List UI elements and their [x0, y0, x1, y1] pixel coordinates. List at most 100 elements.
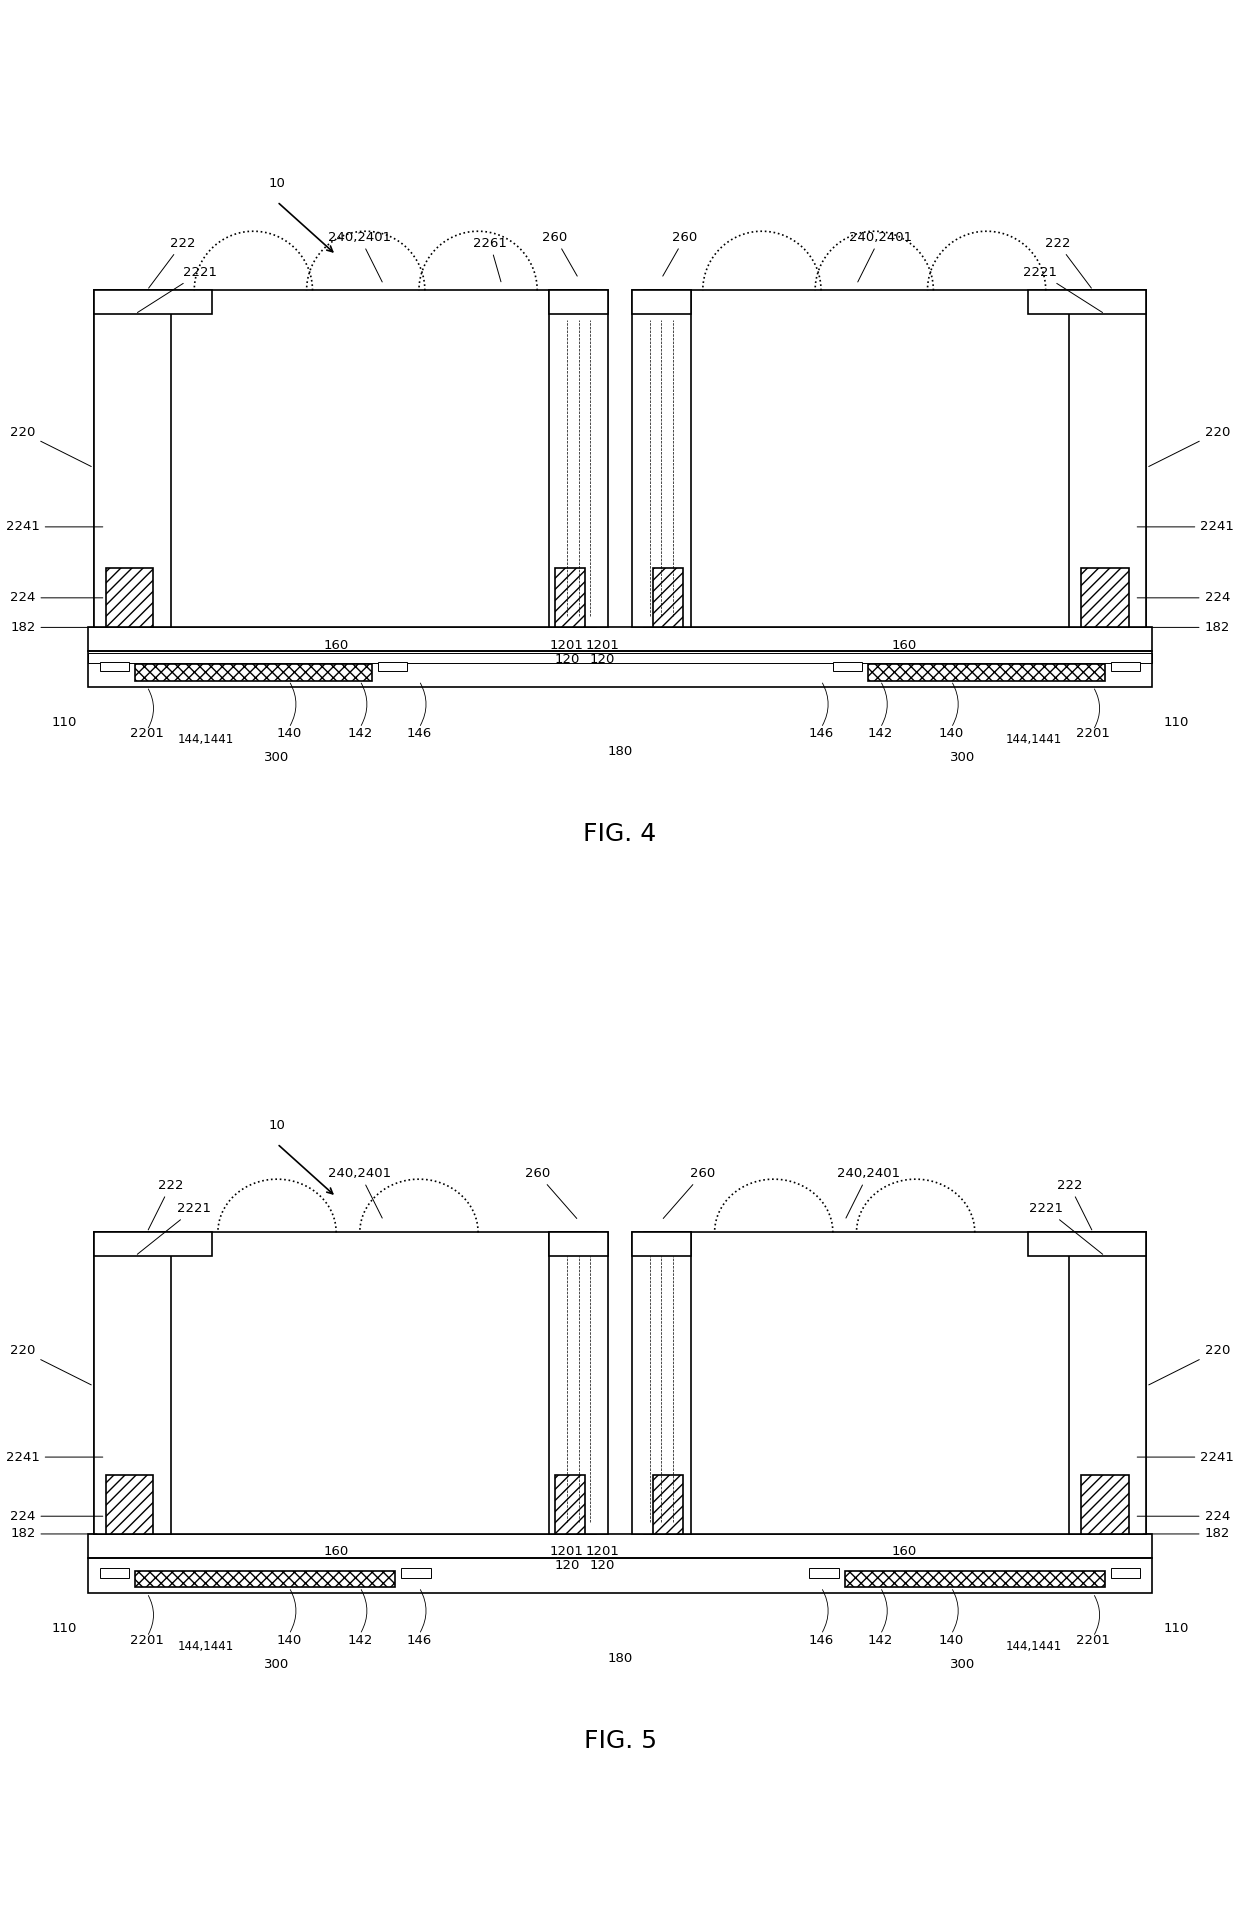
Text: 2221: 2221: [1029, 1201, 1102, 1255]
Text: 160: 160: [892, 639, 916, 652]
Bar: [650, 319, 1069, 616]
Text: 2201: 2201: [130, 727, 164, 740]
Text: 142: 142: [347, 1634, 372, 1647]
Text: 110: 110: [52, 715, 77, 729]
Bar: [88, 650, 1152, 687]
Text: 222: 222: [149, 1178, 184, 1230]
Text: 120: 120: [554, 652, 579, 666]
Text: 140: 140: [277, 1634, 301, 1647]
Bar: [549, 291, 608, 314]
Text: 220: 220: [1148, 427, 1230, 467]
Text: 2221: 2221: [138, 1201, 211, 1255]
Text: 222: 222: [1056, 1178, 1091, 1230]
Text: 144,1441: 144,1441: [179, 1639, 234, 1653]
Text: 240,2401: 240,2401: [848, 231, 911, 281]
Text: 2201: 2201: [1076, 1634, 1110, 1647]
Text: 260: 260: [542, 231, 578, 275]
Text: 182: 182: [1143, 622, 1230, 633]
Bar: [1111, 662, 1141, 671]
Text: 2261: 2261: [472, 237, 507, 281]
Bar: [1081, 1475, 1128, 1534]
Bar: [171, 1249, 526, 1523]
Bar: [868, 664, 1105, 681]
Bar: [1069, 1232, 1146, 1534]
Bar: [402, 1569, 430, 1578]
Bar: [1069, 291, 1146, 627]
Bar: [632, 291, 691, 627]
Bar: [632, 291, 691, 314]
Bar: [714, 1249, 1069, 1523]
Text: 110: 110: [1163, 715, 1188, 729]
Bar: [810, 1569, 838, 1578]
Text: 120: 120: [589, 1559, 615, 1572]
Bar: [833, 662, 863, 671]
Bar: [94, 1232, 212, 1257]
Text: 240,2401: 240,2401: [329, 231, 392, 281]
Text: 2201: 2201: [130, 1634, 164, 1647]
Text: 182: 182: [10, 622, 97, 633]
Text: 224: 224: [10, 1509, 103, 1523]
Text: 220: 220: [1148, 1345, 1230, 1385]
Text: 144,1441: 144,1441: [1006, 1639, 1061, 1653]
Text: 2241: 2241: [6, 520, 103, 534]
Text: 146: 146: [808, 727, 833, 740]
Text: 110: 110: [1163, 1622, 1188, 1636]
Bar: [94, 291, 171, 627]
Text: 300: 300: [264, 1657, 290, 1670]
Text: 224: 224: [1137, 591, 1230, 605]
Text: 146: 146: [407, 1634, 432, 1647]
Bar: [1111, 1569, 1141, 1578]
Text: 260: 260: [525, 1167, 577, 1219]
Text: 182: 182: [1143, 1527, 1230, 1540]
Bar: [135, 1571, 396, 1588]
Text: 10: 10: [269, 1119, 285, 1132]
Text: 224: 224: [1137, 1509, 1230, 1523]
Text: 146: 146: [808, 1634, 833, 1647]
Bar: [88, 1534, 1152, 1557]
Bar: [94, 1232, 171, 1534]
Bar: [644, 291, 1146, 627]
Bar: [556, 1475, 584, 1534]
Bar: [653, 568, 683, 627]
Text: 160: 160: [324, 1546, 348, 1559]
Bar: [377, 662, 407, 671]
Bar: [94, 1232, 596, 1534]
Text: FIG. 4: FIG. 4: [583, 823, 657, 846]
Bar: [105, 568, 153, 627]
Text: FIG. 5: FIG. 5: [584, 1729, 656, 1752]
Text: 1201: 1201: [585, 639, 619, 652]
Text: 222: 222: [149, 237, 195, 289]
Text: 10: 10: [269, 178, 285, 191]
Bar: [88, 1557, 1152, 1594]
Text: 140: 140: [277, 727, 301, 740]
Text: 260: 260: [662, 231, 698, 275]
Text: 300: 300: [950, 1657, 976, 1670]
Text: 146: 146: [407, 727, 432, 740]
Text: 110: 110: [52, 1622, 77, 1636]
Bar: [99, 1569, 129, 1578]
Bar: [549, 291, 608, 627]
Text: 2201: 2201: [1076, 727, 1110, 740]
Bar: [644, 1232, 1146, 1534]
Text: 142: 142: [868, 1634, 893, 1647]
Bar: [556, 568, 584, 627]
Bar: [844, 1571, 1105, 1588]
Text: 240,2401: 240,2401: [329, 1167, 392, 1219]
Text: 1201: 1201: [549, 1546, 584, 1559]
Text: 2241: 2241: [6, 1450, 103, 1463]
Text: 160: 160: [892, 1546, 916, 1559]
Bar: [1081, 568, 1128, 627]
Text: 222: 222: [1045, 237, 1091, 289]
Text: 220: 220: [10, 1345, 92, 1385]
Bar: [549, 1232, 608, 1534]
Bar: [94, 291, 212, 314]
Text: 180: 180: [608, 744, 632, 758]
Bar: [171, 319, 590, 616]
Text: 2241: 2241: [1137, 520, 1234, 534]
Text: 2221: 2221: [1023, 266, 1102, 312]
Bar: [653, 1475, 683, 1534]
Text: 1201: 1201: [585, 1546, 619, 1559]
Text: 2221: 2221: [138, 266, 217, 312]
Text: 160: 160: [324, 639, 348, 652]
Bar: [135, 664, 372, 681]
